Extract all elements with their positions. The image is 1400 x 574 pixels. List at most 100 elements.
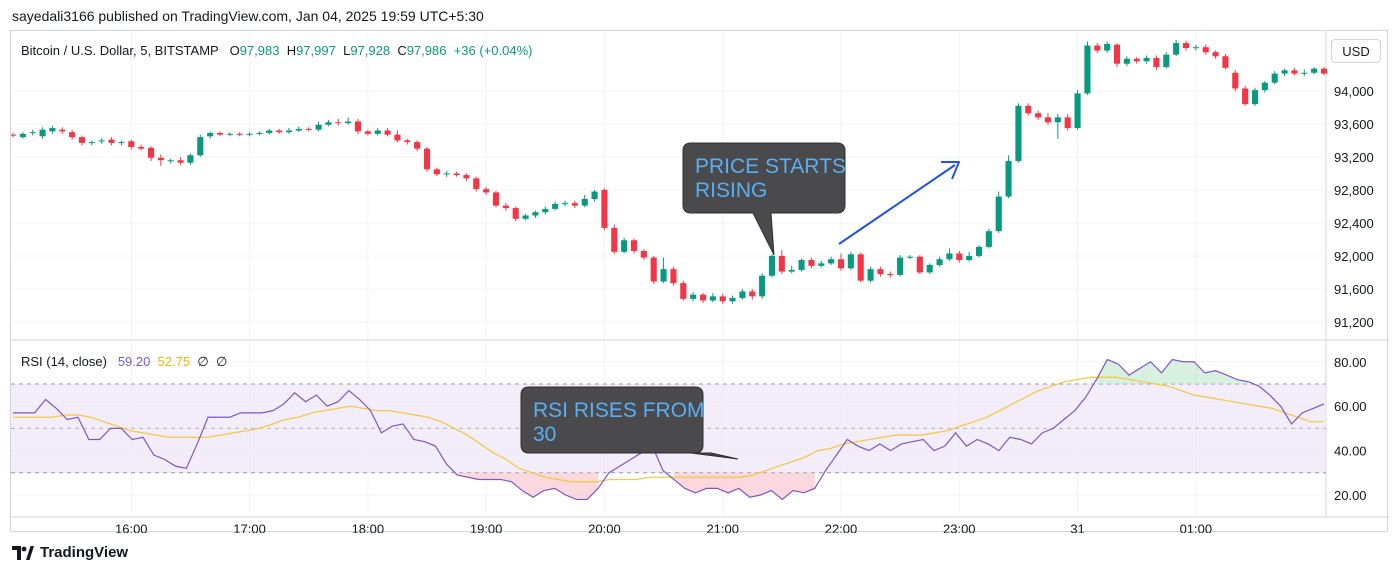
candle-body bbox=[345, 121, 352, 124]
candle-body bbox=[1202, 47, 1209, 53]
low-value: 97,928 bbox=[350, 43, 391, 58]
candle-body bbox=[1291, 70, 1298, 74]
candle-body bbox=[818, 263, 825, 266]
candle-body bbox=[404, 140, 411, 143]
candle-body bbox=[1261, 82, 1268, 91]
candle-body bbox=[699, 294, 707, 301]
rsi-ma-value: 52.75 bbox=[157, 354, 191, 369]
price-axis-label: 92,800 bbox=[1334, 183, 1374, 198]
chart-canvas[interactable]: 91,200 91,600 92,000 92,400 92,800 93,200 93,6… bbox=[11, 31, 1389, 533]
candle-body bbox=[906, 256, 914, 258]
candle-body bbox=[394, 134, 401, 141]
candle-body bbox=[897, 257, 904, 275]
rsi-axis-label: 20.00 bbox=[1334, 488, 1367, 503]
open-label: O bbox=[229, 43, 240, 58]
candle-body bbox=[354, 121, 362, 132]
candle-body bbox=[138, 147, 145, 149]
candle-body bbox=[1192, 47, 1199, 49]
candle-body bbox=[226, 133, 233, 135]
candle-body bbox=[453, 173, 460, 176]
chart-frame[interactable]: 91,200 91,600 92,000 92,400 92,800 93,200 93,6… bbox=[10, 30, 1389, 533]
candle-body bbox=[108, 139, 115, 143]
price-axis-label: 93,200 bbox=[1334, 150, 1374, 165]
candle-body bbox=[650, 257, 657, 282]
candle-body bbox=[877, 269, 884, 275]
price-callout-text: RISING bbox=[695, 179, 767, 202]
candle-body bbox=[887, 274, 894, 276]
price-axis-label: 92,000 bbox=[1334, 249, 1374, 264]
candle-body bbox=[611, 227, 618, 252]
candle-body bbox=[581, 199, 588, 206]
rsi-extra-1: ∅ bbox=[197, 354, 209, 369]
candle-body bbox=[483, 189, 490, 193]
candle-body bbox=[630, 240, 638, 251]
candle-body bbox=[926, 265, 933, 273]
candle-body bbox=[709, 296, 716, 301]
candle-body bbox=[1242, 88, 1249, 105]
candle-body bbox=[39, 129, 46, 137]
symbol-label: Bitcoin / U.S. Dollar, 5, BITSTAMP bbox=[21, 43, 219, 58]
candle-body bbox=[1074, 93, 1081, 129]
candle-body bbox=[256, 133, 263, 135]
candle-body bbox=[216, 133, 224, 135]
price-axis-label: 91,600 bbox=[1334, 282, 1374, 297]
price-axis-label: 91,200 bbox=[1334, 315, 1374, 330]
candle-body bbox=[837, 259, 845, 269]
candle-body bbox=[946, 253, 953, 260]
candle-body bbox=[680, 283, 687, 299]
open-value: 97,983 bbox=[239, 43, 280, 58]
candle-body bbox=[473, 178, 480, 190]
candle-body bbox=[768, 255, 776, 276]
time-axis-label: 17:00 bbox=[233, 522, 266, 533]
candle-body bbox=[443, 173, 450, 175]
candle-body bbox=[207, 133, 214, 137]
candle-body bbox=[276, 130, 283, 133]
candle-body bbox=[690, 294, 697, 299]
rsi-axis-label: 80.00 bbox=[1334, 355, 1367, 370]
candle-body bbox=[857, 254, 864, 281]
time-axis-label: 20:00 bbox=[588, 522, 621, 533]
price-axis-label: 93,600 bbox=[1334, 117, 1374, 132]
candle-body bbox=[236, 133, 243, 135]
candle-body bbox=[1025, 105, 1032, 114]
candle-body bbox=[640, 250, 647, 258]
candle-body bbox=[660, 269, 667, 282]
candle-body bbox=[128, 141, 135, 148]
rsi-label: RSI (14, close) bbox=[21, 354, 107, 369]
candle-body bbox=[975, 246, 983, 256]
candle-body bbox=[1222, 56, 1229, 68]
candle-body bbox=[1232, 72, 1239, 89]
candle-body bbox=[197, 137, 204, 156]
close-label: C bbox=[397, 43, 407, 58]
time-axis-label: 19:00 bbox=[470, 522, 503, 533]
candle-body bbox=[749, 291, 756, 297]
candle-body bbox=[798, 260, 805, 270]
candle-body bbox=[1094, 45, 1101, 51]
candle-body bbox=[847, 254, 854, 269]
currency-button[interactable]: USD bbox=[1331, 39, 1381, 63]
candle-body bbox=[621, 240, 628, 252]
tradingview-logo[interactable]: TradingView bbox=[12, 544, 128, 561]
candle-body bbox=[759, 275, 766, 297]
candle-body bbox=[1311, 68, 1318, 73]
candle-body bbox=[157, 157, 164, 161]
candle-body bbox=[88, 142, 95, 144]
candle-body bbox=[374, 130, 381, 134]
candle-body bbox=[1113, 44, 1121, 64]
candle-body bbox=[542, 208, 549, 213]
candle-body bbox=[423, 148, 431, 170]
price-axis-label: 92,400 bbox=[1334, 216, 1374, 231]
candle-body bbox=[1143, 57, 1150, 62]
candle-body bbox=[532, 212, 539, 216]
time-axis-label: 01:00 bbox=[1180, 522, 1213, 533]
candle-body bbox=[670, 269, 677, 284]
candle-body bbox=[364, 131, 371, 134]
candle-body bbox=[867, 269, 874, 281]
candle-body bbox=[29, 132, 36, 134]
low-label: L bbox=[343, 43, 351, 58]
candle-body bbox=[1281, 70, 1288, 74]
candle-body bbox=[315, 124, 322, 130]
candle-body bbox=[778, 255, 785, 272]
candle-body bbox=[1153, 57, 1160, 68]
candle-body bbox=[147, 147, 155, 158]
